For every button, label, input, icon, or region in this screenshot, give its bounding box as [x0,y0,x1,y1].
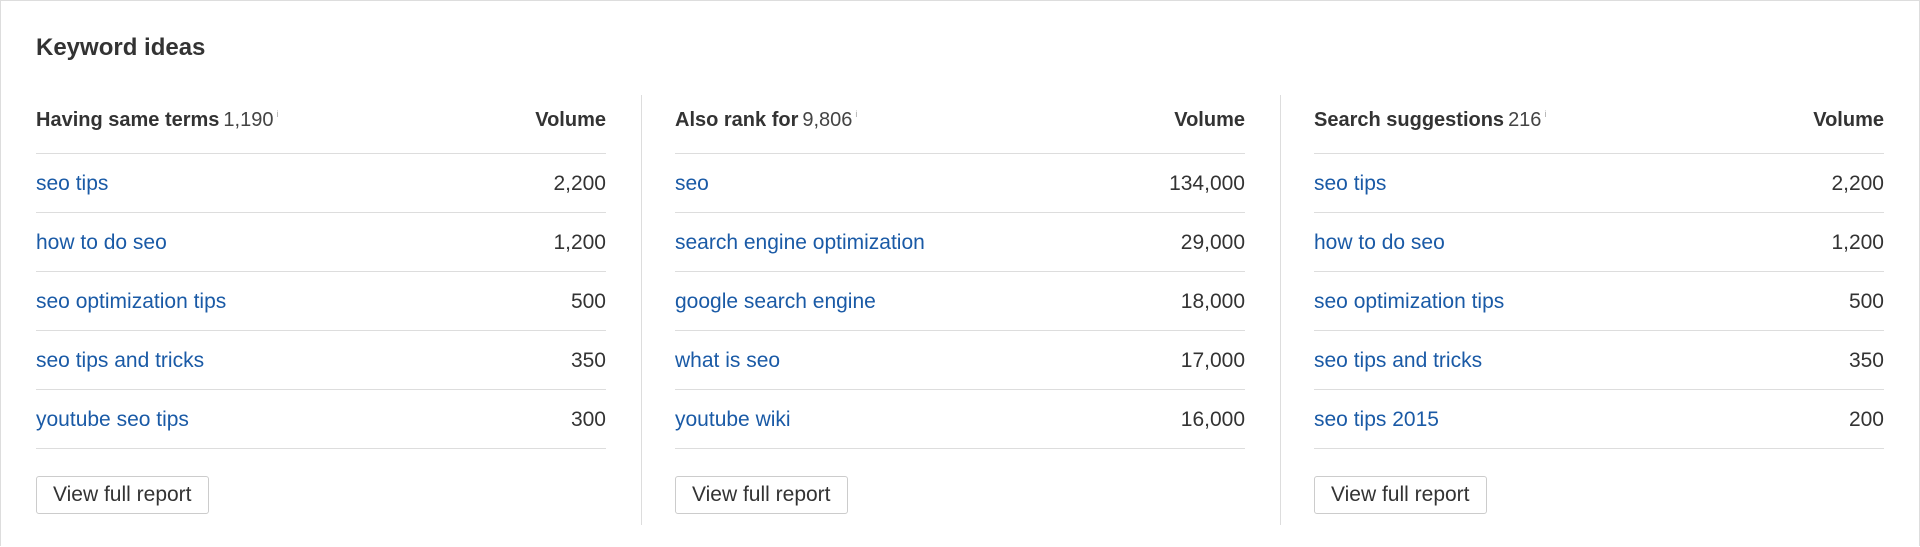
keyword-link[interactable]: seo optimization tips [1314,290,1505,313]
keyword-volume: 2,200 [553,172,606,195]
keyword-link[interactable]: seo tips and tricks [36,349,205,372]
info-icon[interactable]: i [855,109,858,119]
keyword-volume: 200 [1848,408,1884,431]
view-full-report-button[interactable]: View full report [675,476,848,514]
keyword-row: how to do seo 1,200 [1314,213,1884,272]
keyword-link[interactable]: youtube wiki [675,408,791,431]
info-icon[interactable]: i [1544,109,1547,119]
view-full-report-button[interactable]: View full report [1314,476,1487,514]
keyword-link[interactable]: youtube seo tips [36,408,189,431]
keyword-link[interactable]: google search engine [675,290,876,313]
keyword-row: youtube wiki 16,000 [675,390,1245,449]
column-header: Volume [1174,109,1245,131]
panel-count: 9,806 [802,109,853,131]
column-divider [641,95,642,525]
panel-title: Having same terms [36,109,220,131]
keyword-volume: 300 [570,408,606,431]
card-title: Keyword ideas [36,34,206,61]
keyword-panel: Having same terms 1,190 i Volume seo tips 2,2… [36,95,606,525]
keyword-row: seo tips 2,200 [36,154,606,213]
keyword-volume: 16,000 [1180,408,1245,431]
keyword-row: search engine optimization 29,000 [675,213,1245,272]
keyword-volume: 1,200 [1831,231,1884,254]
keyword-link[interactable]: seo optimization tips [36,290,227,313]
keyword-link[interactable]: seo tips [36,172,109,195]
keyword-volume: 2,200 [1831,172,1884,195]
keyword-volume: 1,200 [553,231,606,254]
column-header: Volume [1813,109,1884,131]
keyword-row: seo tips and tricks 350 [36,331,606,390]
keyword-link[interactable]: how to do seo [1314,231,1445,254]
keyword-link[interactable]: seo tips [1314,172,1387,195]
keyword-link[interactable]: seo tips and tricks [1314,349,1483,372]
keyword-link[interactable]: search engine optimization [675,231,925,254]
keyword-volume: 134,000 [1169,172,1245,195]
column-header: Volume [535,109,606,131]
keyword-row: youtube seo tips 300 [36,390,606,449]
keyword-panel: Also rank for 9,806 i Volume seo 134,000 searc… [675,95,1245,525]
keyword-panel: Search suggestions 216 i Volume seo tips 2,20… [1314,95,1884,525]
keyword-volume: 29,000 [1180,231,1245,254]
panel-title: Search suggestions [1314,109,1505,131]
keyword-row: seo 134,000 [675,154,1245,213]
panel-header: Search suggestions 216 i Volume [1314,109,1884,154]
keyword-volume: 350 [1848,349,1884,372]
keyword-volume: 17,000 [1180,349,1245,372]
keyword-volume: 500 [1848,290,1884,313]
keyword-volume: 500 [570,290,606,313]
keyword-link[interactable]: what is seo [675,349,781,372]
keyword-link[interactable]: seo [675,172,709,195]
keyword-row: seo tips 2,200 [1314,154,1884,213]
keyword-link[interactable]: how to do seo [36,231,167,254]
keyword-row: what is seo 17,000 [675,331,1245,390]
keyword-link[interactable]: seo tips 2015 [1314,408,1439,431]
keyword-row: seo optimization tips 500 [1314,272,1884,331]
panel-count: 1,190 [223,109,274,131]
keyword-row: how to do seo 1,200 [36,213,606,272]
keyword-row: google search engine 18,000 [675,272,1245,331]
keyword-row: seo optimization tips 500 [36,272,606,331]
keyword-volume: 18,000 [1180,290,1245,313]
keyword-row: seo tips 2015 200 [1314,390,1884,449]
info-icon[interactable]: i [276,109,279,119]
panel-header: Having same terms 1,190 i Volume [36,109,606,154]
panel-title: Also rank for [675,109,799,131]
keyword-volume: 350 [570,349,606,372]
column-divider [1280,95,1281,525]
panel-header: Also rank for 9,806 i Volume [675,109,1245,154]
panel-count: 216 [1508,109,1542,131]
view-full-report-button[interactable]: View full report [36,476,209,514]
keyword-row: seo tips and tricks 350 [1314,331,1884,390]
